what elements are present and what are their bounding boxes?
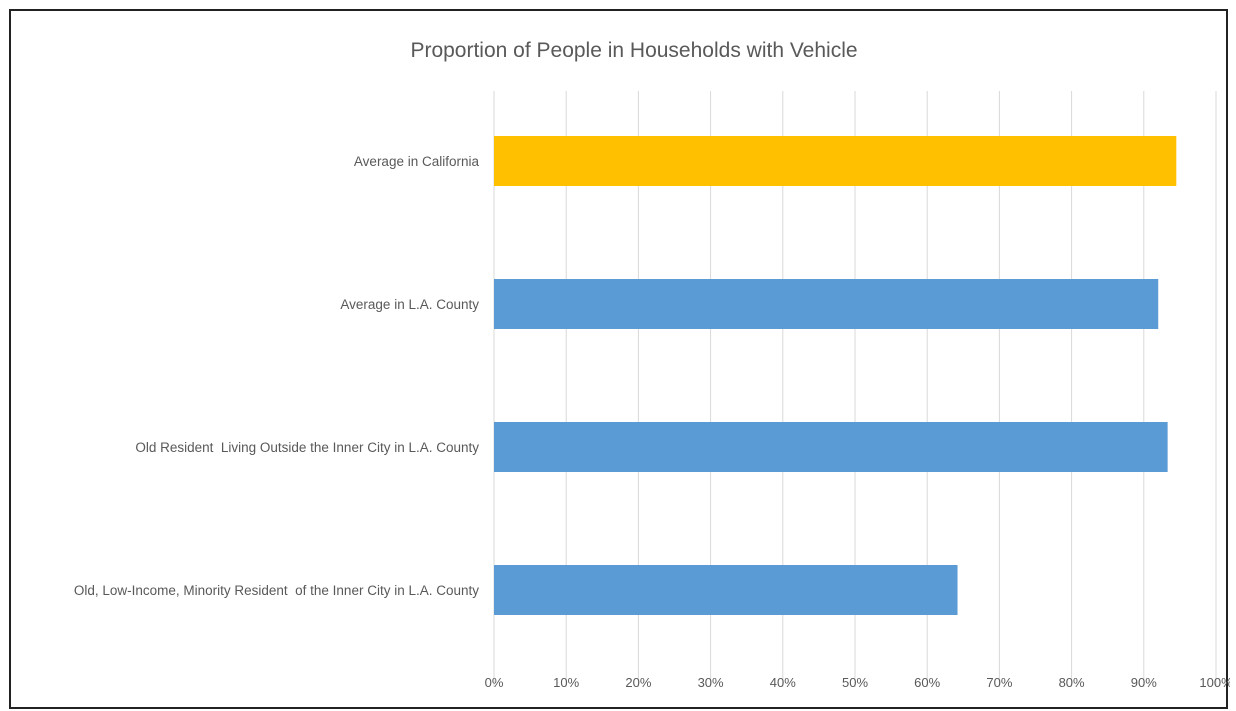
x-tick-label: 20%	[625, 675, 651, 690]
x-tick-label: 60%	[914, 675, 940, 690]
x-tick-label: 70%	[986, 675, 1012, 690]
x-axis-tick-labels: 0% 10% 20% 30% 40% 50% 60% 70% 80% 90% 100%	[485, 675, 1230, 690]
x-tick-label: 80%	[1059, 675, 1085, 690]
bar	[494, 136, 1177, 186]
gridlines	[493, 91, 1217, 687]
x-tick-label: 30%	[698, 675, 724, 690]
x-tick-label: 90%	[1131, 675, 1157, 690]
category-label: Average in California	[354, 154, 480, 169]
x-tick-label: 10%	[553, 675, 579, 690]
chart-frame: Proportion of People in Households with …	[9, 9, 1230, 709]
bar	[494, 279, 1159, 329]
x-tick-label: 0%	[485, 675, 504, 690]
category-label: Old, Low-Income, Minority Resident of th…	[74, 583, 479, 598]
category-labels: Average in California Average in L.A. Cou…	[74, 154, 480, 598]
bar	[494, 422, 1168, 472]
bar-chart: Proportion of People in Households with …	[74, 39, 1230, 690]
chart-title: Proportion of People in Households with …	[410, 39, 857, 62]
category-label: Average in L.A. County	[340, 297, 479, 312]
x-tick-label: 40%	[770, 675, 796, 690]
category-label: Old Resident Living Outside the Inner Ci…	[135, 440, 479, 455]
bars	[494, 136, 1177, 615]
bar	[494, 565, 958, 615]
x-tick-label: 50%	[842, 675, 868, 690]
x-tick-label: 100%	[1199, 675, 1230, 690]
